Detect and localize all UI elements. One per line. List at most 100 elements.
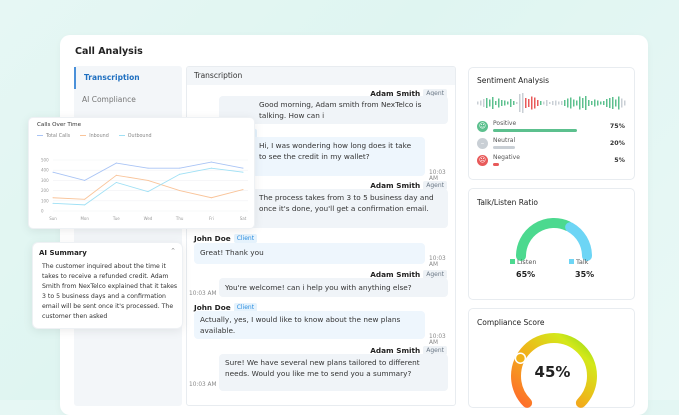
message-bubble: Great! Thank you (194, 243, 425, 264)
waveform-bar (501, 100, 503, 106)
x-tick-label: Sat (240, 216, 247, 221)
data-point (115, 181, 117, 183)
neutral-face-icon: – (477, 138, 488, 149)
waveform-bar (528, 99, 530, 107)
talk-label: Talk (576, 258, 589, 266)
sentiment-bar (493, 146, 516, 149)
data-point (147, 179, 149, 181)
listen-label: Listen (517, 258, 537, 266)
waveform-bar (609, 98, 611, 108)
smile-face-icon: ☺ (477, 121, 488, 132)
nav-item-transcription[interactable]: Transcription (74, 67, 182, 89)
role-badge: Agent (423, 270, 447, 279)
compliance-title: Compliance Score (477, 318, 545, 327)
listen-arc (516, 218, 573, 261)
waveform-bar (513, 101, 515, 105)
waveform-bar (576, 100, 578, 106)
sender-name: Adam Smith (370, 270, 421, 279)
waveform-bar (558, 101, 560, 105)
waveform-bar (588, 100, 590, 106)
x-tick-label: Thu (175, 216, 184, 221)
waveform-bar (606, 99, 608, 107)
waveform-bar (477, 101, 479, 105)
data-point (242, 171, 244, 173)
waveform-bar (573, 99, 575, 107)
waveform-bar (495, 101, 497, 105)
x-tick-label: Fri (209, 216, 214, 221)
waveform-bar (483, 99, 485, 107)
compliance-score-card: Compliance Score 45% (468, 308, 635, 408)
waveform-bar (570, 97, 572, 109)
role-badge: Agent (423, 181, 447, 190)
data-point (179, 190, 181, 192)
sentiment-percent: 5% (614, 157, 625, 164)
waveform-bar (624, 100, 626, 106)
sentiment-title: Sentiment Analysis (477, 76, 550, 85)
message-time: 10:03 AM (429, 170, 446, 182)
waveform-bar (486, 98, 488, 108)
data-point (84, 204, 86, 206)
role-badge: Client (233, 234, 258, 243)
data-point (115, 174, 117, 176)
legend-item: Total Calls (37, 134, 70, 139)
sad-face-icon: ☹ (477, 155, 488, 166)
ai-summary-text: The customer inquired about the time it … (42, 263, 178, 320)
waveform-bar (594, 99, 596, 107)
waveform-bar (561, 101, 563, 105)
x-tick-label: Wed (144, 216, 153, 221)
collapse-chevron-icon[interactable]: ⌃ (170, 247, 176, 255)
listen-swatch (510, 259, 515, 264)
message-sender: Adam Smith Agent (370, 89, 447, 98)
data-point (210, 161, 212, 163)
waveform-bar (597, 100, 599, 106)
talk-value: 35% (575, 270, 595, 279)
data-point (52, 197, 54, 199)
sender-name: Adam Smith (370, 346, 421, 355)
chart-plot: 0 100 200 300 400 500 Sun Mon Tue Wed Thu Fri Sat (41, 158, 248, 221)
nav-item-ai-compliance[interactable]: AI Compliance (82, 95, 136, 104)
talk-arc (565, 222, 592, 261)
data-point (115, 162, 117, 164)
waveform-bar (585, 96, 587, 110)
sentiment-percent: 75% (609, 123, 625, 130)
y-tick-label: 500 (41, 158, 49, 163)
chart-legend: Total Calls Inbound Outbound (37, 134, 152, 139)
waveform-bar (498, 98, 500, 108)
waveform-bar (519, 94, 521, 112)
series-line-total-calls (52, 161, 244, 181)
compliance-knob (514, 352, 527, 364)
ai-summary-card: AI Summary ⌃ The customer inquired about… (32, 242, 183, 329)
compliance-value: 45% (534, 363, 571, 381)
talk-listen-gauge (516, 218, 592, 261)
waveform-bar (543, 101, 545, 105)
y-tick-label: 0 (41, 209, 44, 214)
message-bubble: The process takes from 3 to 5 business d… (219, 189, 448, 228)
message-time: 10:03 AM (189, 382, 217, 388)
transcription-panel: Transcription Adam Smith Agent Good mornin… (186, 66, 456, 406)
sentiment-waveform (477, 93, 626, 113)
legend-label: Outbound (127, 134, 152, 139)
data-point (242, 189, 244, 191)
y-tick-label: 200 (41, 188, 49, 193)
sender-name: Adam Smith (370, 89, 421, 98)
compliance-arc (511, 333, 597, 408)
compliance-gauge (511, 333, 597, 408)
waveform-bar (621, 98, 623, 108)
calls-over-time-chart: Calls Over Time Total Calls Inbound Outbou… (28, 117, 255, 229)
x-tick-label: Sun (49, 216, 57, 221)
talk-listen-title: Talk/Listen Ratio (477, 198, 539, 207)
waveform-bar (591, 101, 593, 105)
sender-name: Adam Smith (370, 181, 421, 190)
legend-swatch (37, 135, 43, 136)
sentiment-label: Neutral (493, 137, 516, 144)
page-title: Call Analysis (75, 46, 143, 57)
talk-listen-card: Talk/Listen Ratio Listen Talk 65% 35% (468, 188, 635, 300)
waveform-bar (492, 97, 494, 109)
waveform-bar (582, 98, 584, 108)
data-point (52, 171, 54, 173)
waveform-bar (618, 96, 620, 110)
sender-name: John Doe (194, 303, 231, 312)
data-point (52, 202, 54, 204)
y-tick-label: 400 (41, 168, 49, 173)
message-bubble: Good morning, Adam smith from NexTelco i… (219, 96, 448, 124)
